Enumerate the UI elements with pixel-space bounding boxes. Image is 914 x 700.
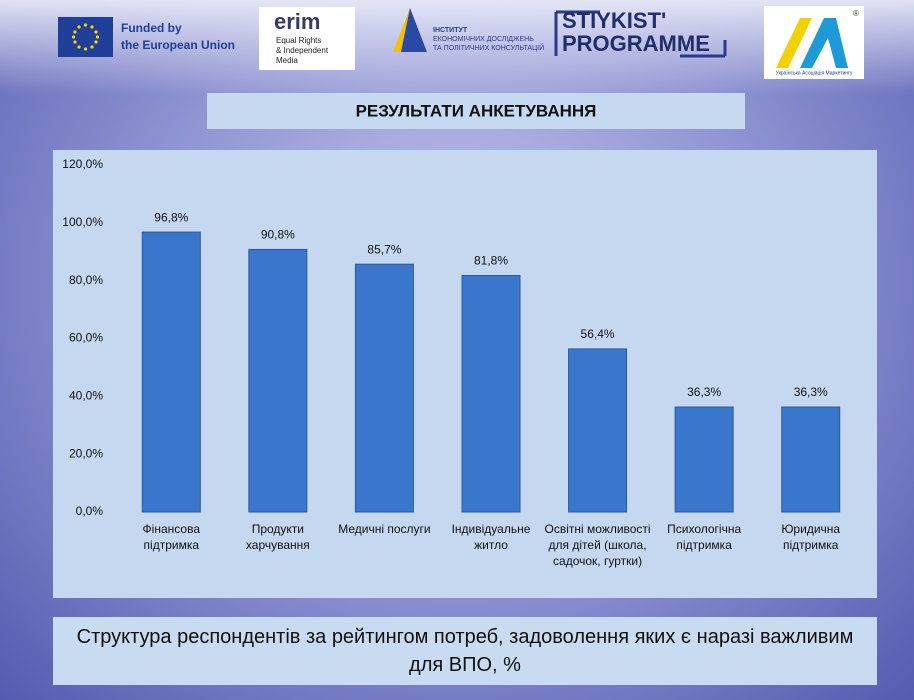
uam-mark: ® <box>853 9 859 18</box>
institute-text: ТА ПОЛІТИЧНИХ КОНСУЛЬТАЦІЙ <box>433 43 544 52</box>
erim-box <box>259 7 355 70</box>
eu-text: Funded by <box>121 21 182 35</box>
erim-text: Equal Rights <box>276 36 321 45</box>
value-label: 96,8% <box>154 210 188 224</box>
x-tick-label: Юридична підтримка <box>781 522 841 552</box>
x-tick-label: Продукти харчування <box>245 522 310 552</box>
institute-text: ЕКОНОМІЧНИХ ДОСЛІДЖЕНЬ <box>433 36 534 43</box>
y-tick-label: 60,0% <box>69 331 103 345</box>
header-title: РЕЗУЛЬТАТИ АНКЕТУВАННЯ <box>356 101 597 120</box>
stiykist-frame <box>554 10 727 58</box>
bar <box>781 406 841 513</box>
caption-wrap: Структура респондентів за рейтингом потр… <box>76 626 854 676</box>
y-tick-label: 80,0% <box>69 273 103 287</box>
bar <box>354 263 414 513</box>
value-label: 81,8% <box>474 254 508 268</box>
institute-logo <box>401 8 427 52</box>
bar <box>568 348 628 513</box>
caption: Структура респондентів за рейтингом потр… <box>76 626 854 676</box>
bar <box>141 231 201 513</box>
header-box <box>207 93 745 129</box>
stiykist-text: STIYKIST' <box>562 8 666 33</box>
erim-name: erim <box>274 9 320 34</box>
bar <box>674 406 734 513</box>
value-label: 36,3% <box>794 385 828 399</box>
x-tick-label: Фінансова підтримка <box>142 522 200 552</box>
x-tick-label: Медичні послуги <box>338 522 431 536</box>
y-tick-label: 0,0% <box>76 504 104 518</box>
uam-caption: Українська Асоціація Маркетингу <box>776 70 853 76</box>
x-tick-label: Психологічна підтримка <box>667 522 742 552</box>
value-label: 85,7% <box>367 242 401 256</box>
institute-text: ІНСТИТУТ <box>433 27 468 34</box>
x-tick-label: Освітні можливості для дітей (школа, сад… <box>544 522 651 568</box>
stiykist-text: PROGRAMME <box>562 31 710 56</box>
header-band <box>0 0 914 95</box>
erim-text: & Independent <box>276 46 329 55</box>
y-tick-label: 120,0% <box>62 157 103 171</box>
erim-text: Media <box>276 56 298 65</box>
value-label: 90,8% <box>261 228 295 242</box>
uam-logo <box>776 18 812 68</box>
value-label: 56,4% <box>581 327 615 341</box>
y-tick-label: 100,0% <box>62 215 103 229</box>
bar <box>248 248 308 513</box>
bar <box>461 274 521 513</box>
x-tick-label: Індивідуальне житло <box>451 522 531 552</box>
uam-logo <box>800 18 848 68</box>
eu-flag <box>58 17 113 57</box>
y-tick-label: 20,0% <box>69 446 103 460</box>
eu-text: the European Union <box>121 38 235 52</box>
y-tick-label: 40,0% <box>69 389 103 403</box>
eu-stars <box>71 23 100 51</box>
caption-box <box>53 617 877 685</box>
value-label: 36,3% <box>687 385 721 399</box>
